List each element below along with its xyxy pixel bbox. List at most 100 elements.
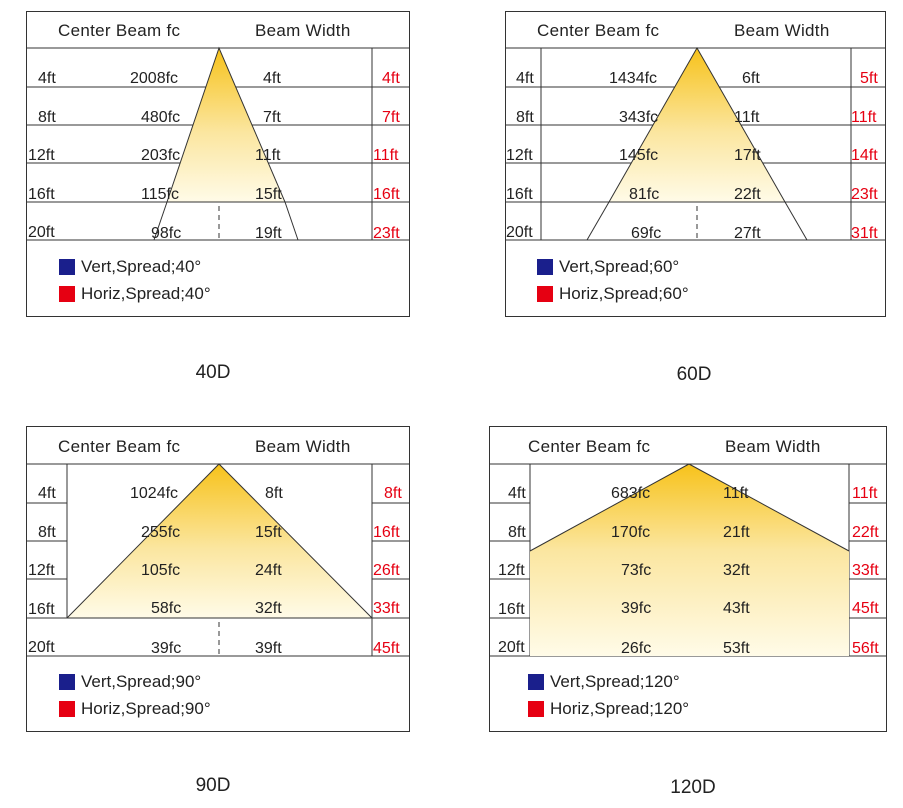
vert-beam-width: 21ft [723, 524, 750, 541]
vert-beam-width: 4ft [263, 70, 281, 87]
beam-width-header: Beam Width [255, 21, 351, 40]
vert-beam-width: 11ft [723, 485, 749, 502]
horiz-beam-width: 5ft [860, 70, 878, 87]
center-beam-value: 343fc [619, 109, 659, 126]
legend-horiz: Horiz,Spread;60° [537, 284, 689, 304]
vert-beam-width: 32ft [255, 600, 282, 617]
vert-beam-width: 6ft [742, 70, 760, 87]
center-beam-value: 145fc [619, 147, 659, 164]
vert-swatch [537, 259, 553, 275]
vert-beam-width: 43ft [723, 600, 750, 617]
distance-label: 12ft [498, 562, 525, 579]
distance-label: 16ft [28, 186, 55, 203]
vert-beam-width: 15ft [255, 524, 282, 541]
distance-label: 20ft [28, 639, 55, 656]
beam-table [489, 426, 887, 732]
vert-swatch [59, 674, 75, 690]
legend-vert-label: Vert,Spread;90° [81, 672, 202, 691]
legend-horiz-label: Horiz,Spread;90° [81, 699, 211, 718]
horiz-beam-width: 11ft [852, 485, 878, 502]
center-beam-value: 170fc [611, 524, 651, 541]
vert-beam-width: 22ft [734, 186, 761, 203]
legend-vert-label: Vert,Spread;40° [81, 257, 202, 276]
beam-table [505, 11, 886, 317]
vert-beam-width: 11ft [734, 109, 760, 126]
vert-swatch [528, 674, 544, 690]
distance-label: 16ft [506, 186, 533, 203]
horiz-beam-width: 23ft [851, 186, 878, 203]
distance-label: 12ft [28, 562, 55, 579]
horiz-swatch [59, 286, 75, 302]
beam-width-header: Beam Width [734, 21, 830, 40]
center-beam-value: 115fc [141, 186, 179, 203]
center-beam-value: 683fc [611, 485, 651, 502]
panel-caption: 90D [195, 775, 231, 796]
legend-vert: Vert,Spread;60° [537, 257, 679, 277]
center-beam-value: 81fc [629, 186, 660, 203]
center-beam-header: Center Beam fc [528, 437, 651, 456]
beam-cone-diagram [490, 463, 886, 657]
legend-vert: Vert,Spread;120° [528, 672, 680, 692]
distance-label: 4ft [38, 70, 56, 87]
horiz-beam-width: 16ft [373, 524, 400, 541]
distance-label: 4ft [516, 70, 534, 87]
legend-vert-label: Vert,Spread;60° [559, 257, 680, 276]
horiz-beam-width: 45ft [373, 640, 400, 657]
legend-horiz: Horiz,Spread;40° [59, 284, 211, 304]
center-beam-value: 2008fc [130, 70, 179, 87]
legend-vert: Vert,Spread;90° [59, 672, 201, 692]
horiz-beam-width: 56ft [852, 640, 879, 657]
horiz-beam-width: 33ft [852, 562, 879, 579]
vert-beam-width: 27ft [734, 225, 761, 242]
distance-label: 8ft [38, 109, 56, 126]
distance-label: 8ft [38, 524, 56, 541]
horiz-swatch [537, 286, 553, 302]
panel-caption: 60D [676, 364, 712, 385]
center-beam-value: 1434fc [609, 70, 658, 87]
vert-beam-width: 19ft [255, 225, 282, 242]
horiz-beam-width: 14ft [851, 147, 878, 164]
legend-horiz: Horiz,Spread;120° [528, 699, 689, 719]
vert-beam-width: 39ft [255, 640, 282, 657]
center-beam-value: 39fc [151, 640, 182, 657]
beam-table [26, 426, 410, 732]
horiz-beam-width: 45ft [852, 600, 879, 617]
horiz-swatch [528, 701, 544, 717]
legend-horiz: Horiz,Spread;90° [59, 699, 211, 719]
legend-vert: Vert,Spread;40° [59, 257, 201, 277]
horiz-beam-width: 4ft [382, 70, 400, 87]
horiz-beam-width: 22ft [852, 524, 879, 541]
beam-table [26, 11, 410, 317]
horiz-beam-width: 11ft [851, 109, 877, 126]
distance-label: 16ft [28, 601, 55, 618]
panel-caption: 120D [670, 777, 716, 798]
center-beam-value: 26fc [621, 640, 652, 657]
beam-cone-diagram [27, 463, 409, 657]
center-beam-header: Center Beam fc [537, 21, 660, 40]
distance-label: 12ft [28, 147, 55, 164]
distance-label: 20ft [498, 639, 525, 656]
center-beam-value: 105fc [141, 562, 181, 579]
distance-label: 16ft [498, 601, 525, 618]
center-beam-value: 98fc [151, 225, 182, 242]
center-beam-header: Center Beam fc [58, 21, 181, 40]
center-beam-value: 255fc [141, 524, 181, 541]
center-beam-value: 69fc [631, 225, 662, 242]
legend-horiz-label: Horiz,Spread;40° [81, 284, 211, 303]
center-beam-value: 1024fc [130, 485, 179, 502]
distance-label: 8ft [516, 109, 534, 126]
legend-horiz-label: Horiz,Spread;120° [550, 699, 690, 718]
beam-width-header: Beam Width [255, 437, 351, 456]
legend-vert-label: Vert,Spread;120° [550, 672, 680, 691]
distance-label: 12ft [506, 147, 533, 164]
panel-caption: 40D [195, 362, 231, 383]
vert-beam-width: 8ft [265, 485, 283, 502]
center-beam-header: Center Beam fc [58, 437, 181, 456]
center-beam-value: 203fc [141, 147, 181, 164]
vert-beam-width: 53ft [723, 640, 750, 657]
beam-cone-diagram [506, 46, 885, 241]
horiz-beam-width: 31ft [851, 225, 878, 242]
horiz-beam-width: 8ft [384, 485, 402, 502]
center-beam-value: 73fc [621, 562, 652, 579]
center-beam-value: 480fc [141, 109, 181, 126]
